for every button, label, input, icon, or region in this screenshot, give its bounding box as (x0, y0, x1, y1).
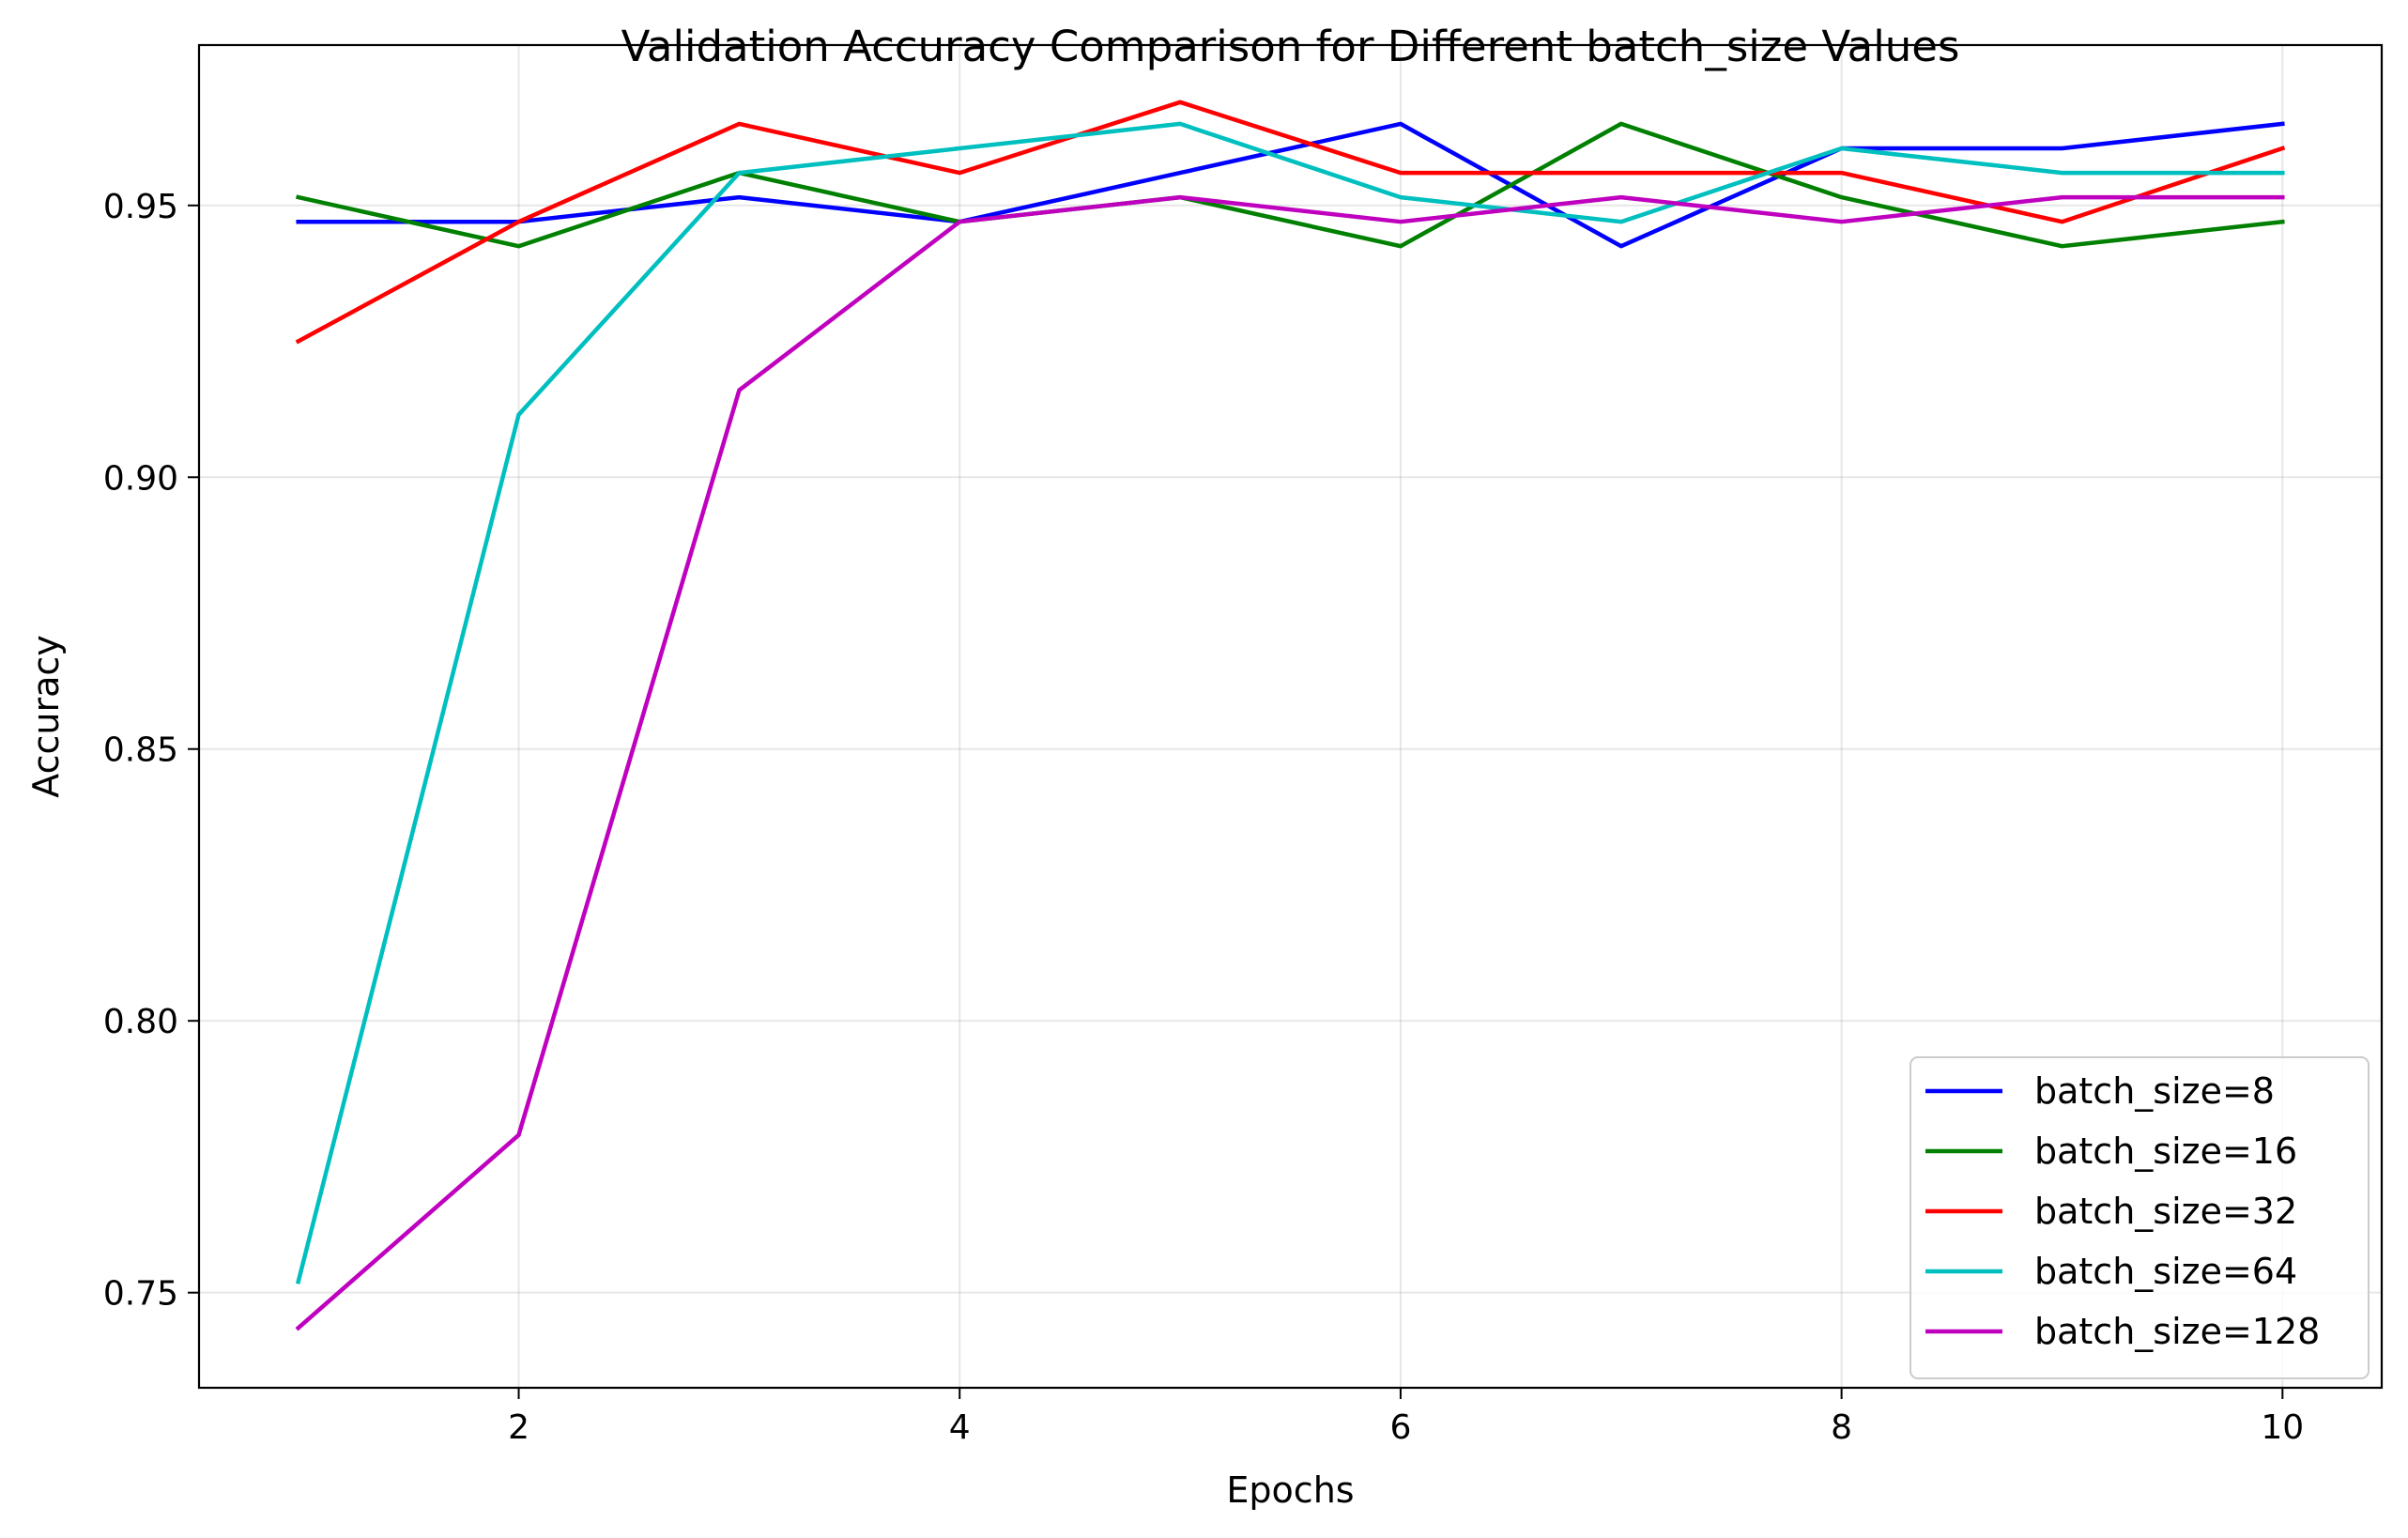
legend-box (1910, 1056, 2370, 1379)
legend: batch_size=8 batch_size=16 batch_size=32ba… (1910, 1056, 2370, 1379)
y-tick-label: 0.90 (103, 459, 178, 498)
plot-frame (197, 43, 2384, 1390)
series-line-batch_size=32 (295, 100, 2286, 345)
y-axis-ticks: 0.75 0.80 0.85 0.90 0.95 (103, 188, 199, 1314)
x-axis-ticks: 2 4 6 8 10 (508, 1388, 2304, 1447)
series-line-batch_size=16 (296, 121, 2285, 249)
x-tick-label: 10 (2261, 1408, 2304, 1447)
x-axis-label: Epochs (1226, 1469, 1354, 1511)
y-tick-label: 0.80 (103, 1003, 178, 1041)
legend-label: batch_size=32 (2034, 1191, 2297, 1232)
legend-label: batch_size=8 (2034, 1070, 2275, 1112)
legend-label: batch_size=16 (2034, 1130, 2297, 1172)
x-tick-label: 4 (949, 1408, 971, 1447)
x-tick-label: 8 (1831, 1408, 1852, 1447)
legend-label: batch_size=128 (2034, 1311, 2320, 1352)
y-tick-label: 0.95 (103, 188, 178, 226)
x-tick-label: 2 (508, 1408, 529, 1447)
x-tick-label: 6 (1389, 1408, 1411, 1447)
series-line-batch_size=64 (295, 121, 2285, 1284)
y-tick-label: 0.85 (103, 731, 178, 770)
y-tick-label: 0.75 (103, 1275, 178, 1314)
chart-title: Validation Accuracy Comparison for Diffe… (621, 22, 1960, 71)
legend-label: batch_size=64 (2034, 1251, 2297, 1292)
series-lines (295, 100, 2286, 1331)
grid (199, 45, 2382, 1388)
y-axis-label: Accuracy (25, 635, 67, 798)
series-line-batch_size=128 (295, 194, 2285, 1331)
